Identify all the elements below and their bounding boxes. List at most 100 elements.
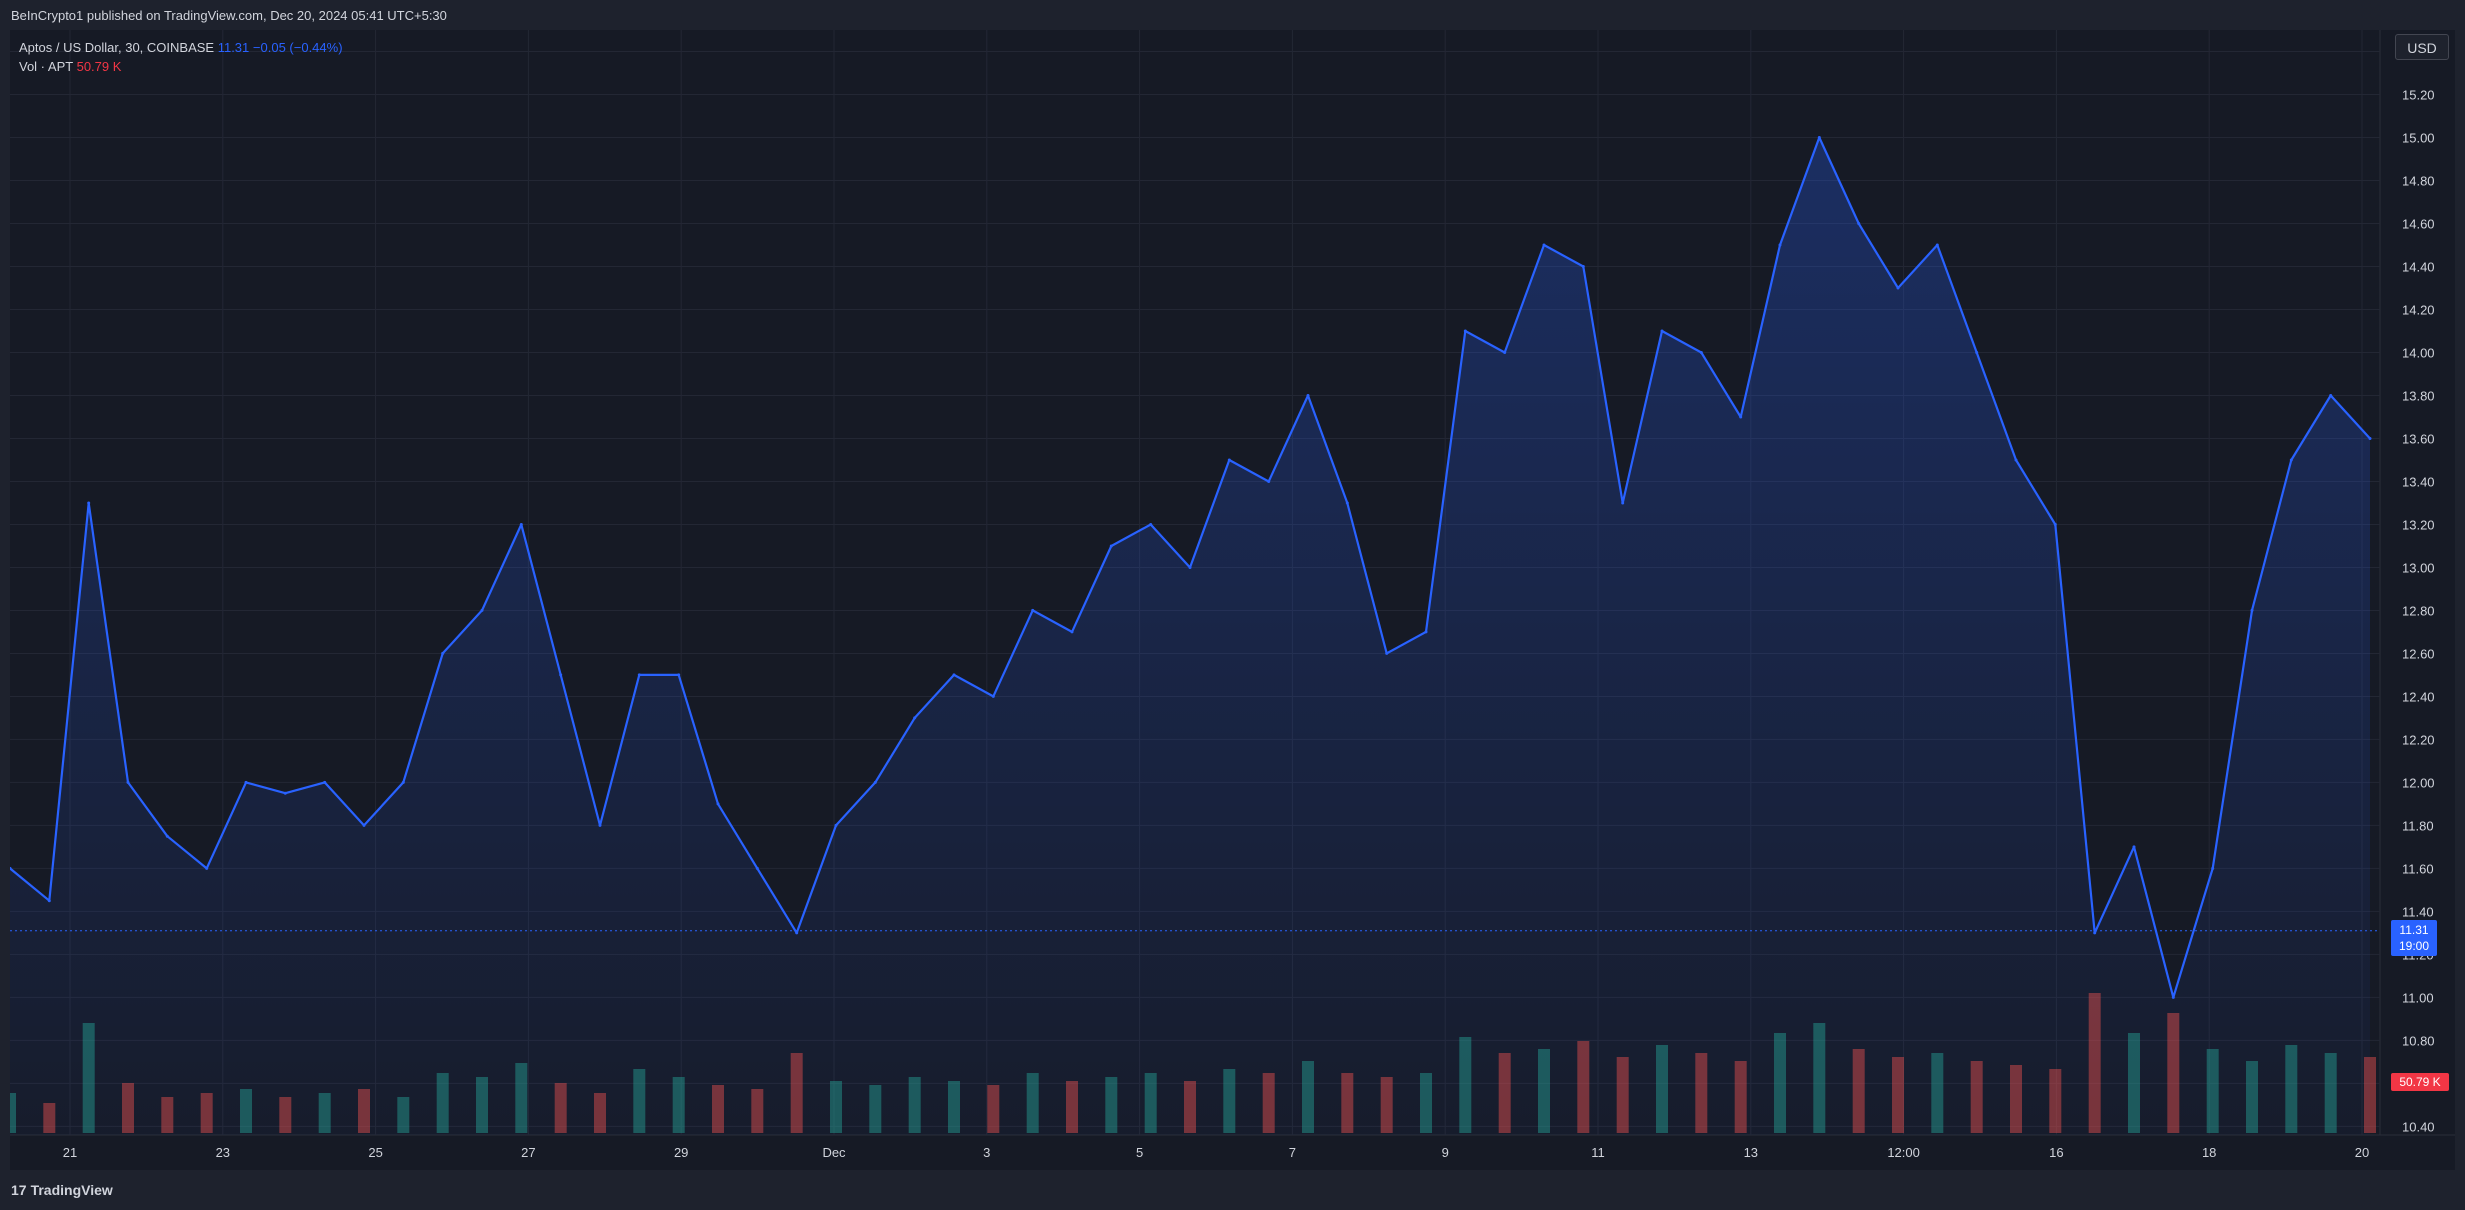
x-tick-label: 5	[1136, 1145, 1143, 1160]
symbol-legend-row: Aptos / US Dollar, 30, COINBASE 11.31 −0…	[19, 38, 343, 57]
y-tick-label: 11.40	[2402, 904, 2434, 919]
volume-bar	[1538, 1049, 1550, 1133]
volume-bar	[1420, 1073, 1432, 1133]
y-tick-label: 12.20	[2402, 732, 2435, 747]
price-point	[952, 673, 956, 677]
x-tick-label: 29	[674, 1145, 688, 1160]
price-point	[1149, 523, 1153, 526]
volume-bar	[1813, 1023, 1826, 1133]
publish-info: BeInCrypto1 published on TradingView.com…	[11, 8, 447, 23]
tradingview-logo-icon: 17	[11, 1182, 27, 1198]
price-point	[1109, 544, 1113, 548]
price-point	[834, 823, 838, 827]
y-tick-label: 13.20	[2402, 517, 2435, 532]
price-point	[2329, 394, 2333, 397]
volume-bar	[1144, 1073, 1157, 1133]
volume-bar	[1852, 1049, 1865, 1133]
last-price-value: 11.31	[217, 40, 250, 55]
price-point	[1778, 243, 1782, 247]
volume-value: 50.79 K	[76, 59, 122, 74]
y-tick-label: 12.80	[2402, 603, 2435, 618]
price-point	[1463, 329, 1467, 333]
volume-label[interactable]: Vol · APT	[19, 59, 73, 74]
bottom-bar	[0, 1170, 2465, 1210]
price-point	[1227, 458, 1231, 462]
volume-bar	[10, 1093, 16, 1133]
volume-bar	[1105, 1077, 1118, 1133]
volume-bar	[751, 1089, 764, 1133]
price-point	[1857, 222, 1861, 225]
y-tick-label: 11.60	[2402, 861, 2434, 876]
price-point	[1503, 351, 1507, 354]
volume-bar	[1066, 1081, 1078, 1133]
tradingview-brand[interactable]: 17 TradingView	[11, 1182, 113, 1198]
volume-bar	[476, 1077, 488, 1133]
chart-frame[interactable]: 15.4015.2015.0014.8014.6014.4014.2014.00…	[10, 30, 2455, 1170]
volume-bar	[1774, 1033, 1786, 1133]
price-point	[2171, 995, 2175, 999]
price-point	[165, 834, 169, 838]
volume-bar	[830, 1081, 842, 1133]
volume-bar	[1380, 1077, 1393, 1133]
x-tick-label: 21	[63, 1145, 77, 1160]
price-point	[2014, 458, 2018, 462]
price-point	[10, 866, 12, 870]
price-point	[283, 791, 287, 795]
volume-bar	[1184, 1081, 1196, 1133]
price-point	[559, 673, 563, 677]
price-point	[1975, 351, 1979, 354]
price-point	[598, 823, 602, 827]
price-point	[1345, 501, 1349, 505]
price-point	[87, 501, 91, 505]
price-point	[1267, 480, 1271, 483]
volume-bar	[2049, 1069, 2062, 1133]
y-tick-label: 14.80	[2402, 173, 2435, 188]
last-price-tag: 11.31 19:00	[2391, 920, 2437, 956]
volume-bar	[1498, 1053, 1511, 1133]
x-tick-label: 27	[521, 1145, 535, 1160]
price-point	[401, 780, 405, 784]
volume-bar	[358, 1089, 370, 1133]
y-tick-label: 10.80	[2402, 1033, 2435, 1048]
volume-bar	[908, 1077, 921, 1133]
price-point	[1542, 243, 1546, 247]
y-tick-label: 14.60	[2402, 216, 2435, 231]
price-point	[205, 866, 209, 870]
price-tag-value: 11.31	[2399, 923, 2429, 937]
y-tick-label: 10.40	[2402, 1119, 2435, 1134]
x-tick-label: 3	[983, 1145, 990, 1160]
price-point	[991, 694, 995, 698]
volume-bar	[1656, 1045, 1668, 1133]
price-point	[519, 523, 523, 526]
volume-bar	[594, 1093, 606, 1133]
volume-bar	[279, 1097, 292, 1133]
price-point	[795, 931, 799, 935]
price-chart[interactable]: 15.4015.2015.0014.8014.6014.4014.2014.00…	[10, 30, 2455, 1170]
volume-bar	[2285, 1045, 2298, 1133]
price-point	[244, 780, 248, 784]
price-point	[677, 673, 681, 677]
volume-bar	[515, 1063, 528, 1133]
volume-bar	[1026, 1073, 1039, 1133]
x-tick-label: 7	[1289, 1145, 1296, 1160]
price-point	[47, 899, 51, 903]
volume-bar	[1302, 1061, 1314, 1133]
y-tick-label: 13.00	[2402, 560, 2435, 575]
price-point	[480, 608, 484, 612]
volume-bar	[2128, 1033, 2140, 1133]
volume-bar	[869, 1085, 882, 1133]
volume-bar	[633, 1069, 646, 1133]
y-tick-label: 15.00	[2402, 130, 2435, 145]
volume-bar	[2088, 993, 2101, 1133]
x-tick-label: 16	[2049, 1145, 2063, 1160]
volume-bar	[1262, 1073, 1275, 1133]
currency-button[interactable]: USD	[2395, 34, 2449, 60]
price-point	[1660, 329, 1664, 333]
x-tick-label: 25	[368, 1145, 382, 1160]
volume-bar	[161, 1097, 174, 1133]
price-point	[1739, 415, 1743, 419]
price-point	[2093, 931, 2097, 935]
price-point	[126, 780, 130, 784]
symbol-name[interactable]: Aptos / US Dollar, 30, COINBASE	[19, 40, 215, 55]
volume-bar	[2206, 1049, 2219, 1133]
